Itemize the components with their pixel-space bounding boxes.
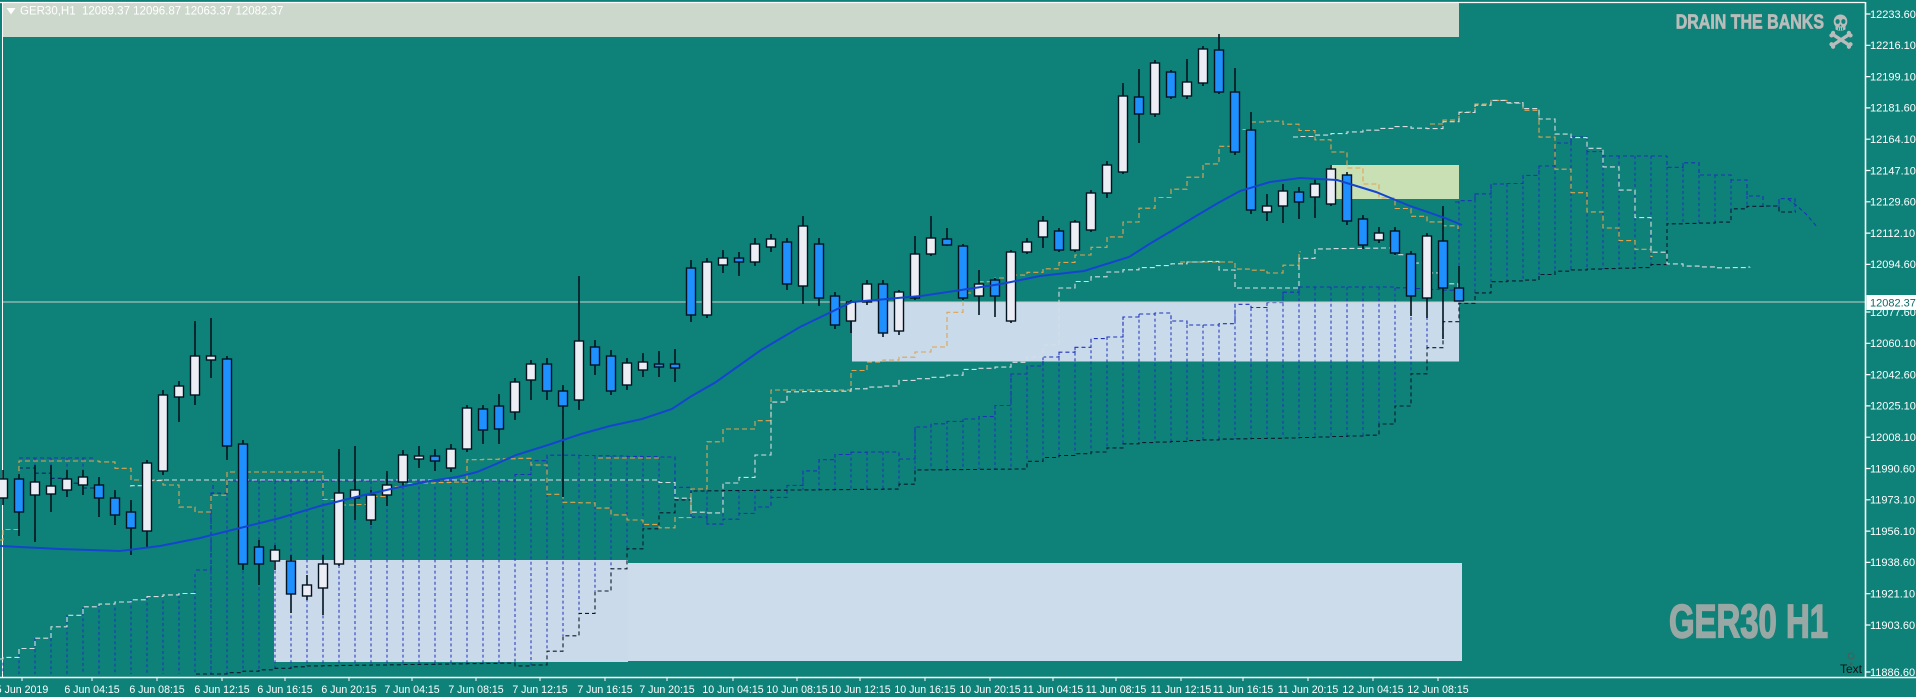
svg-text:6 Jun 04:15: 6 Jun 04:15 — [64, 684, 119, 696]
svg-text:12164.10: 12164.10 — [1870, 134, 1916, 146]
svg-text:11921.10: 11921.10 — [1870, 589, 1915, 601]
svg-text:12112.10: 12112.10 — [1870, 228, 1915, 240]
svg-text:6 Jun 12:15: 6 Jun 12:15 — [194, 684, 249, 696]
svg-text:11 Jun 08:15: 11 Jun 08:15 — [1086, 684, 1147, 696]
svg-text:10 Jun 12:15: 10 Jun 12:15 — [829, 684, 890, 696]
svg-text:6 Jun 20:15: 6 Jun 20:15 — [321, 684, 376, 696]
svg-text:7 Jun 12:15: 7 Jun 12:15 — [512, 684, 567, 696]
svg-text:11956.10: 11956.10 — [1870, 526, 1915, 538]
svg-text:12008.10: 12008.10 — [1870, 432, 1916, 444]
svg-text:12082.37: 12082.37 — [1870, 297, 1916, 309]
svg-text:7 Jun 20:15: 7 Jun 20:15 — [639, 684, 694, 696]
svg-text:7 Jun 04:15: 7 Jun 04:15 — [384, 684, 439, 696]
svg-text:6 Jun 16:15: 6 Jun 16:15 — [257, 684, 312, 696]
svg-text:DRAIN THE BANKS: DRAIN THE BANKS — [1676, 10, 1824, 33]
svg-text:10 Jun 16:15: 10 Jun 16:15 — [894, 684, 955, 696]
svg-text:GER30 H1: GER30 H1 — [1669, 595, 1828, 648]
svg-text:6 Jun 08:15: 6 Jun 08:15 — [129, 684, 184, 696]
svg-text:12060.10: 12060.10 — [1870, 338, 1916, 350]
svg-text:12199.10: 12199.10 — [1870, 71, 1916, 83]
svg-text:12042.60: 12042.60 — [1870, 369, 1916, 381]
svg-text:11 Jun 04:15: 11 Jun 04:15 — [1023, 684, 1084, 696]
svg-text:12 Jun 08:15: 12 Jun 08:15 — [1407, 684, 1468, 696]
svg-text:10 Jun 08:15: 10 Jun 08:15 — [766, 684, 827, 696]
svg-text:12233.60: 12233.60 — [1870, 9, 1916, 21]
svg-text:12129.60: 12129.60 — [1870, 197, 1916, 209]
svg-text:11 Jun 20:15: 11 Jun 20:15 — [1278, 684, 1339, 696]
svg-text:12025.10: 12025.10 — [1870, 401, 1916, 413]
svg-text:11903.60: 11903.60 — [1870, 620, 1915, 632]
svg-text:11973.10: 11973.10 — [1870, 495, 1915, 507]
svg-text:11 Jun 16:15: 11 Jun 16:15 — [1213, 684, 1274, 696]
svg-text:7 Jun 08:15: 7 Jun 08:15 — [448, 684, 503, 696]
svg-text:11990.60: 11990.60 — [1870, 463, 1915, 475]
svg-text:GER30,H1 12089.37 12096.87 12: GER30,H1 12089.37 12096.87 12063.37 1208… — [20, 6, 283, 18]
svg-text:12 Jun 04:15: 12 Jun 04:15 — [1342, 684, 1403, 696]
svg-text:12181.60: 12181.60 — [1870, 103, 1916, 115]
svg-text:11938.60: 11938.60 — [1870, 557, 1915, 569]
svg-text:12094.60: 12094.60 — [1870, 259, 1916, 271]
svg-text:7 Jun 16:15: 7 Jun 16:15 — [577, 684, 632, 696]
svg-text:12147.10: 12147.10 — [1870, 165, 1916, 177]
svg-text:5 Jun 2019: 5 Jun 2019 — [0, 684, 48, 696]
svg-text:10 Jun 04:15: 10 Jun 04:15 — [702, 684, 763, 696]
svg-text:11886.60: 11886.60 — [1870, 667, 1915, 679]
svg-text:12216.10: 12216.10 — [1870, 40, 1916, 52]
svg-text:11 Jun 12:15: 11 Jun 12:15 — [1151, 684, 1212, 696]
svg-text:Text: Text — [1840, 662, 1863, 676]
svg-text:10 Jun 20:15: 10 Jun 20:15 — [959, 684, 1020, 696]
